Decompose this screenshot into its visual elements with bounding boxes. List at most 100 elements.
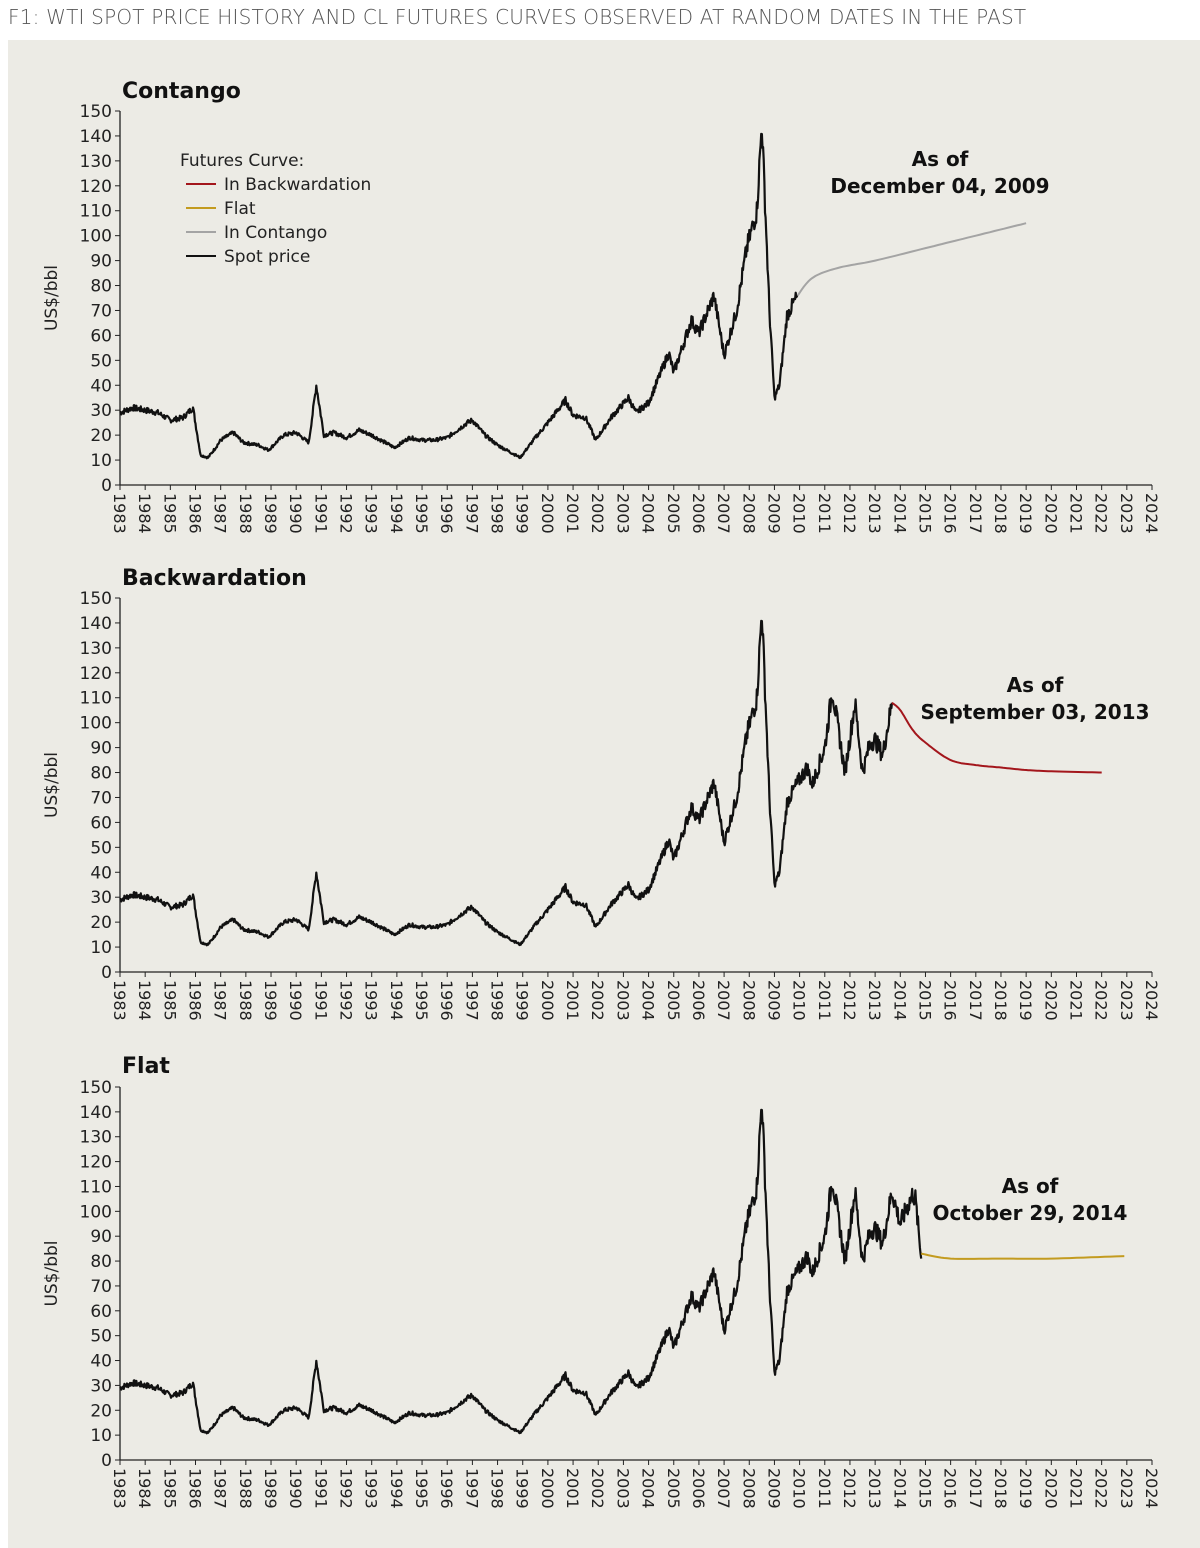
x-tick-label: 1984 [135,1468,154,1509]
x-tick-label: 1991 [311,980,330,1021]
x-tick-label: 1996 [437,493,456,534]
y-tick-label: 60 [90,1302,112,1322]
y-tick-label: 0 [101,1451,112,1471]
x-tick-label: 1995 [412,493,431,534]
y-tick-label: 10 [90,451,112,471]
x-tick-label: 1992 [337,493,356,534]
y-axis-label: US$/bbl [42,752,62,818]
x-tick-label: 1986 [186,493,205,534]
x-tick-label: 2004 [639,1468,658,1509]
y-tick-label: 30 [90,401,112,421]
x-tick-label: 1983 [110,980,129,1021]
x-tick-label: 1987 [211,980,230,1021]
y-tick-label: 50 [90,1327,112,1347]
y-tick-label: 40 [90,863,112,883]
x-tick-label: 2000 [538,1468,557,1509]
x-tick-label: 2012 [840,493,859,534]
y-tick-label: 50 [90,351,112,371]
y-tick-label: 80 [90,764,112,784]
figure-title: F1: WTI SPOT PRICE HISTORY AND CL FUTURE… [8,5,1027,29]
x-tick-label: 2006 [689,493,708,534]
y-tick-label: 120 [80,664,112,684]
y-tick-label: 110 [80,1177,112,1197]
x-tick-label: 2020 [1041,980,1060,1021]
x-tick-label: 1993 [362,980,381,1021]
x-tick-label: 2006 [689,980,708,1021]
y-tick-label: 40 [90,1352,112,1372]
x-tick-label: 2018 [991,980,1010,1021]
legend-item-spot: Spot price [186,247,310,267]
x-tick-label: 1986 [186,1468,205,1509]
y-tick-label: 140 [80,614,112,634]
x-tick-label: 1984 [135,980,154,1021]
x-tick-label: 2010 [790,1468,809,1509]
x-tick-label: 2019 [1016,980,1035,1021]
x-tick-label: 1983 [110,1468,129,1509]
x-tick-label: 2004 [639,493,658,534]
y-tick-label: 10 [90,938,112,958]
x-tick-label: 2013 [865,980,884,1021]
y-tick-label: 40 [90,376,112,396]
x-tick-label: 2012 [840,1468,859,1509]
x-tick-label: 2021 [1066,1468,1085,1509]
chart-flat: Flat US$/bbl 0 10 20 30 40 50 60 70 80 90 100 110 120 1… [42,1054,1161,1509]
x-tick-label: 2007 [714,980,733,1021]
x-tick-label: 1991 [311,493,330,534]
x-tick-label: 1987 [211,1468,230,1509]
x-tick-label: 2000 [538,493,557,534]
y-tick-label: 110 [80,689,112,709]
x-tick-label: 2023 [1117,493,1136,534]
x-tick-label: 2017 [966,493,985,534]
x-tick-label: 2001 [563,493,582,534]
x-tick-label: 1984 [135,493,154,534]
x-tick-label: 2011 [815,1468,834,1509]
x-tick-label: 1993 [362,493,381,534]
chart-title: Contango [122,79,241,104]
x-tick-label: 1999 [513,493,532,534]
x-tick-label: 1993 [362,1468,381,1509]
spot-price-line [119,132,799,460]
y-tick-label: 60 [90,326,112,346]
x-tick-label: 2020 [1041,493,1060,534]
x-tick-label: 2005 [664,493,683,534]
x-tick-label: 2016 [941,980,960,1021]
futures-curve-line [920,1252,1125,1260]
x-tick-label: 2002 [588,493,607,534]
y-tick-label: 90 [90,252,112,272]
x-tick-label: 1985 [160,493,179,534]
y-tick-label: 140 [80,1103,112,1123]
x-tick-label: 1995 [412,980,431,1021]
futures-curve-line [891,701,1102,774]
x-tick-label: 1989 [261,1468,280,1509]
x-tick-label: 2022 [1092,1468,1111,1509]
x-tick-label: 1996 [437,980,456,1021]
as-of-annotation: As of [912,147,969,171]
x-tick-label: 2015 [915,980,934,1021]
x-tick-label: 2024 [1142,980,1161,1021]
x-tick-label: 2010 [790,980,809,1021]
y-tick-label: 150 [80,589,112,609]
x-tick-label: 2017 [966,980,985,1021]
y-tick-label: 70 [90,301,112,321]
legend: Futures Curve: In Backwardation Flat In … [180,151,371,267]
y-tick-label: 80 [90,277,112,297]
x-tick-label: 2009 [764,493,783,534]
y-axis-label: US$/bbl [42,265,62,331]
x-tick-label: 2008 [739,1468,758,1509]
y-tick-label: 30 [90,1376,112,1396]
x-tick-label: 2023 [1117,980,1136,1021]
x-tick-label: 1997 [462,1468,481,1509]
legend-item-flat: Flat [186,199,256,219]
y-tick-label: 140 [80,127,112,147]
x-tick-label: 2016 [941,493,960,534]
as-of-annotation: As of [1007,673,1064,697]
x-tick-label: 2018 [991,493,1010,534]
x-tick-label: 1994 [387,1468,406,1509]
x-tick-label: 1998 [488,493,507,534]
x-tick-label: 2011 [815,980,834,1021]
chart-title: Backwardation [122,566,307,591]
x-tick-label: 2004 [639,980,658,1021]
x-tick-label: 1992 [337,1468,356,1509]
y-tick-label: 0 [101,476,112,496]
x-tick-label: 1997 [462,493,481,534]
